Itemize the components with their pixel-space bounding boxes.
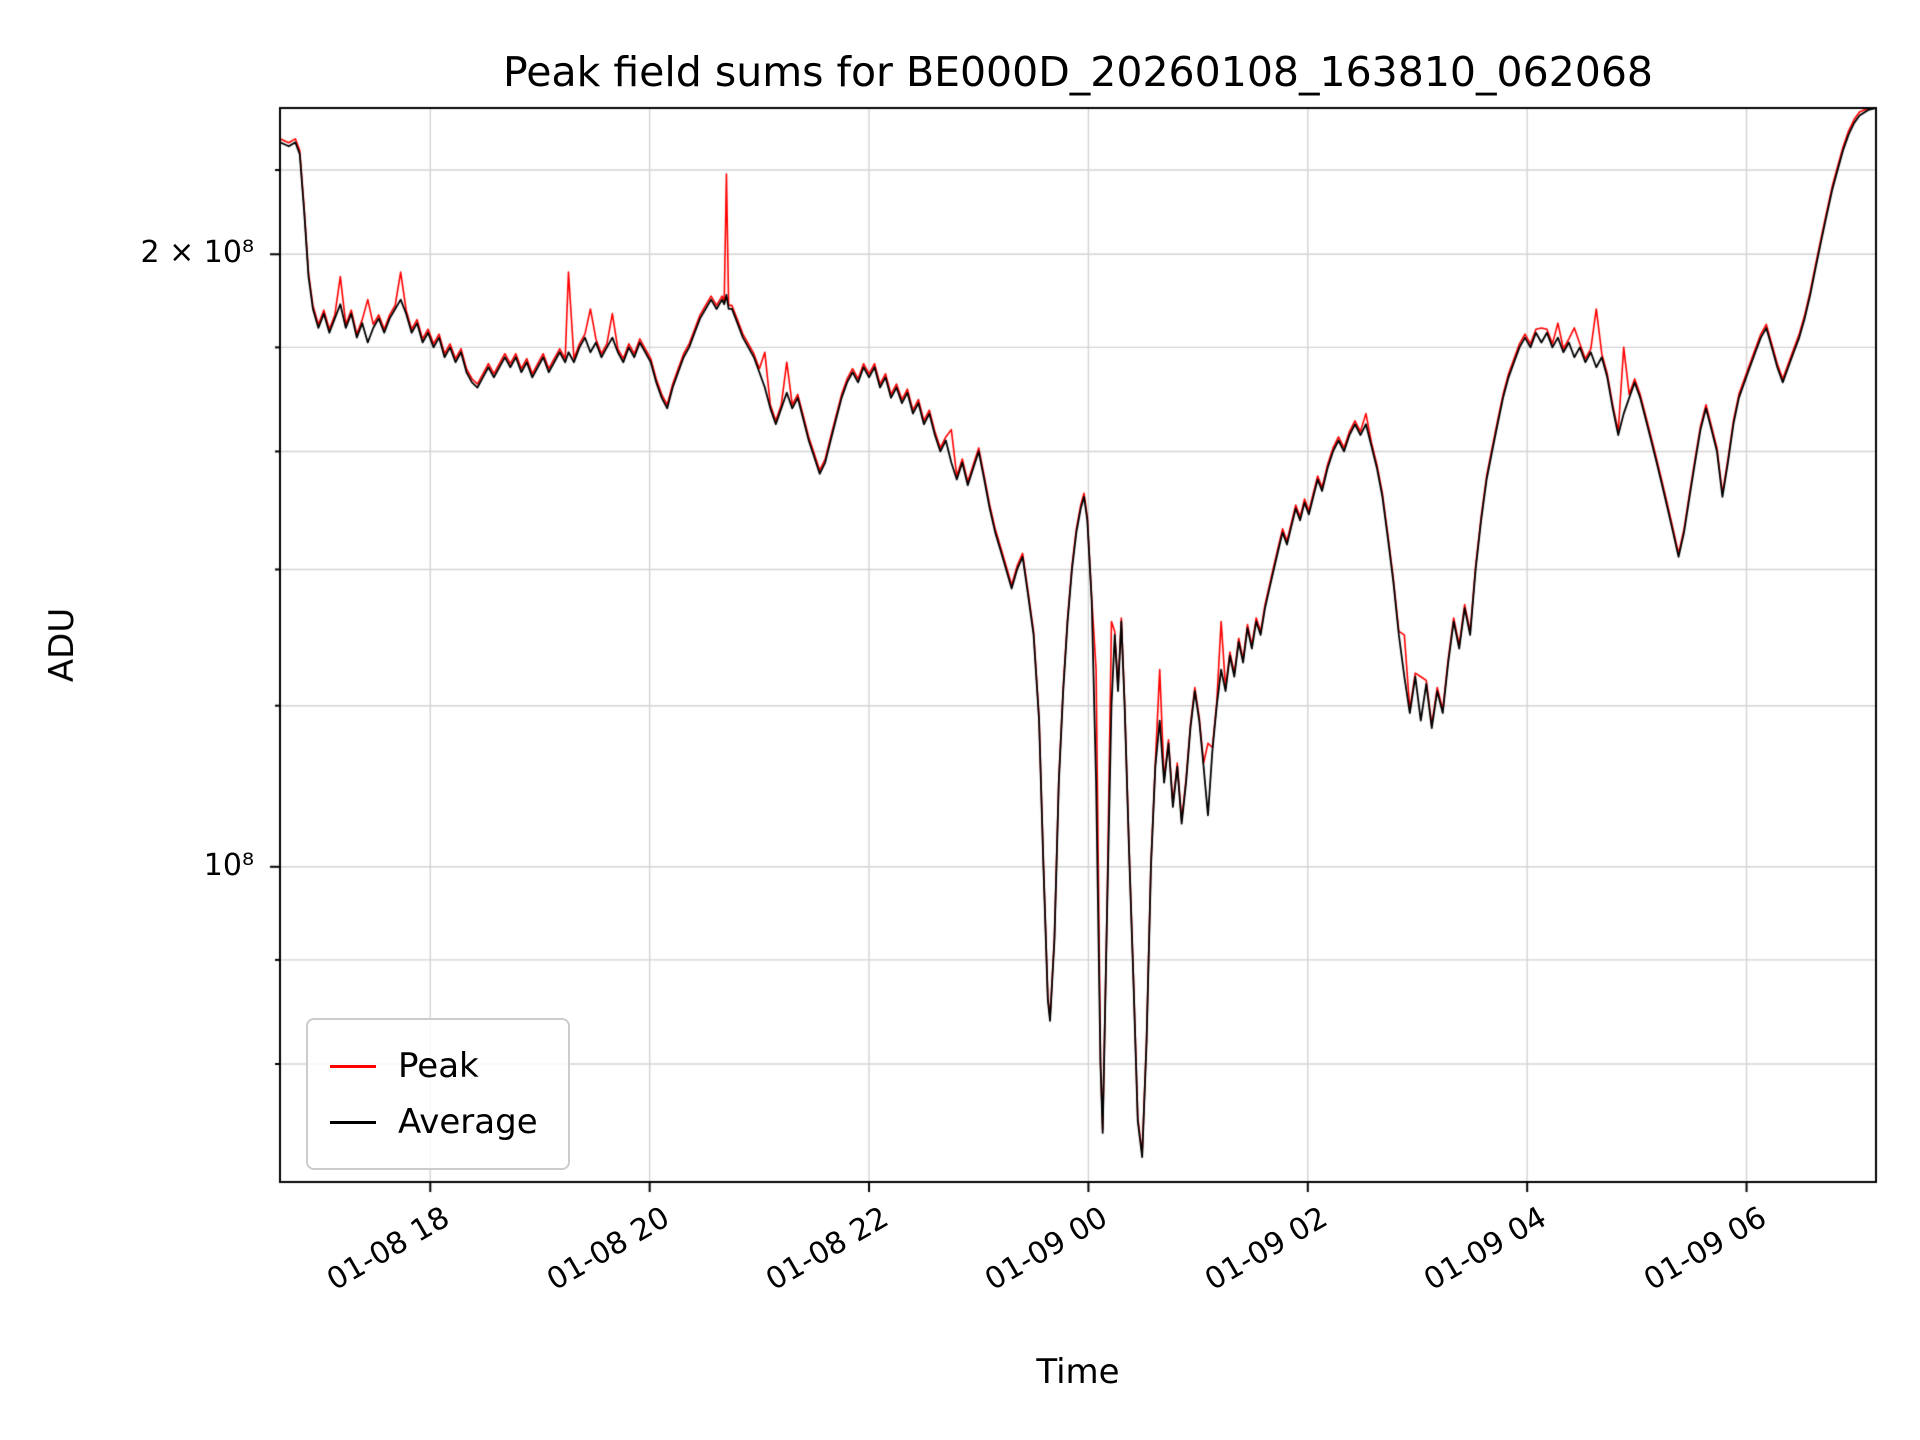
- peak-line-swatch: [330, 1064, 376, 1068]
- legend-label-peak: Peak: [398, 1046, 479, 1086]
- y-tick-label: 2 × 10⁸: [140, 235, 255, 271]
- legend-item-average: Average: [330, 1094, 538, 1150]
- y-axis-label: ADU: [42, 607, 82, 683]
- y-tick-label: 10⁸: [203, 847, 254, 883]
- chart-title: Peak field sums for BE000D_20260108_1638…: [502, 48, 1654, 96]
- legend-item-peak: Peak: [330, 1038, 538, 1094]
- x-axis-label: Time: [1036, 1352, 1120, 1392]
- average-line-swatch: [330, 1120, 376, 1124]
- legend: Peak Average: [306, 1018, 570, 1170]
- legend-label-average: Average: [398, 1102, 538, 1142]
